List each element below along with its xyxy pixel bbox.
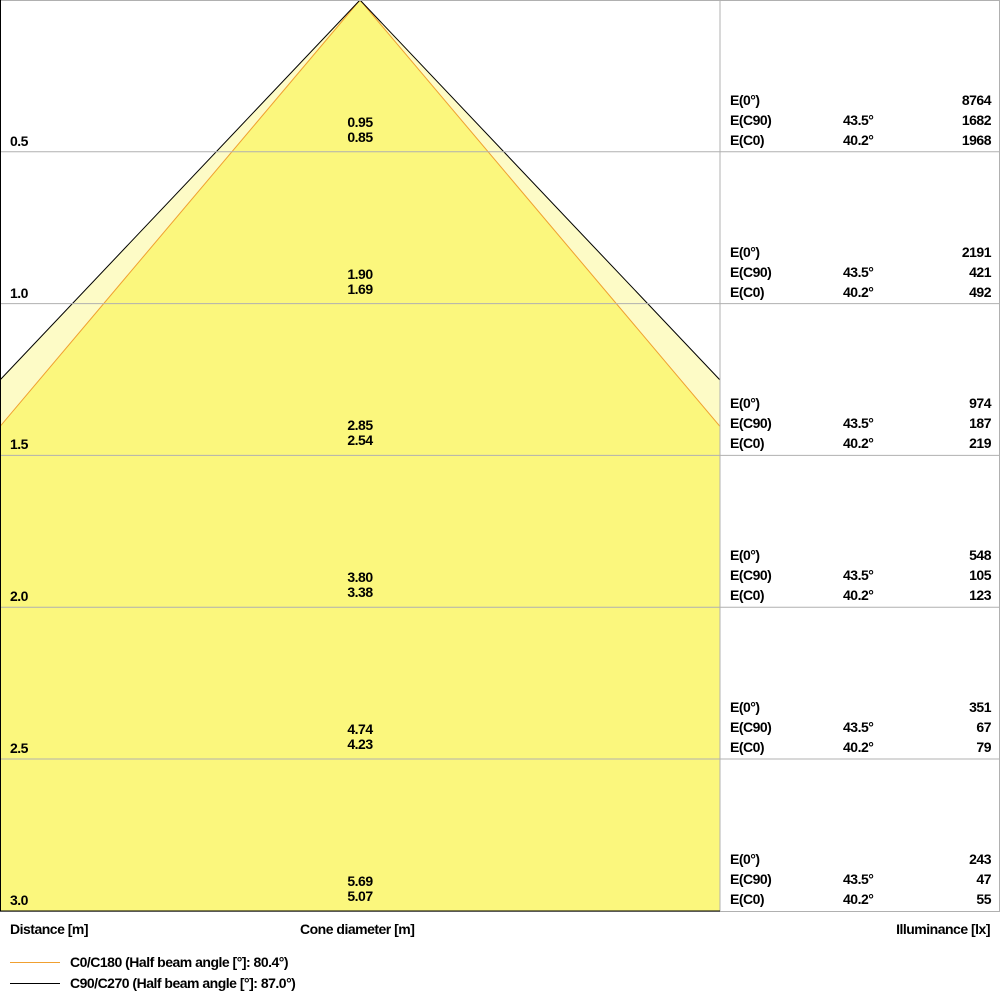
illuminance-c90: 67	[976, 719, 991, 735]
illuminance-e0: 8764	[961, 91, 992, 108]
ec90-label: E(C90)	[730, 567, 772, 584]
ec0-label: E(C0)	[730, 739, 765, 755]
angle-c90: 43.5°	[843, 567, 874, 584]
cone-diameter-c90: 1.90	[347, 265, 373, 282]
e0-label: E(0°)	[730, 395, 760, 412]
angle-c0: 40.2°	[843, 435, 874, 452]
legend-c90: C90/C270 (Half beam angle [°]: 87.0°)	[70, 975, 296, 991]
x-label-distance: Distance [m]	[10, 921, 89, 937]
e0-label: E(0°)	[730, 91, 760, 108]
angle-c0: 40.2°	[843, 283, 874, 300]
ec0-label: E(C0)	[730, 283, 765, 300]
cone-diameter-c90: 2.85	[347, 417, 373, 434]
cone-diameter-c0: 2.54	[347, 432, 373, 449]
illuminance-c0: 492	[969, 283, 991, 300]
cone-diameter-c90: 0.95	[347, 113, 373, 130]
illuminance-c0: 123	[969, 587, 991, 604]
ec0-label: E(C0)	[730, 131, 765, 148]
illuminance-e0: 243	[969, 850, 991, 867]
cone-diameter-c0: 3.38	[347, 584, 373, 601]
illuminance-c90: 1682	[961, 111, 992, 128]
x-label-illuminance: Illuminance [lx]	[896, 921, 990, 937]
ec90-label: E(C90)	[730, 719, 772, 735]
illuminance-e0: 548	[969, 547, 991, 564]
illuminance-c90: 187	[969, 415, 991, 432]
illuminance-c90: 105	[969, 567, 991, 584]
cone-diameter-c90: 5.69	[347, 872, 373, 889]
illuminance-c90: 47	[976, 870, 991, 887]
cone-diameter-c90: 4.74	[347, 721, 373, 737]
angle-c0: 40.2°	[843, 890, 874, 907]
legend-c0: C0/C180 (Half beam angle [°]: 80.4°)	[70, 954, 289, 970]
ec0-label: E(C0)	[730, 435, 765, 452]
cone-diameter-c0: 1.69	[347, 280, 373, 297]
e0-label: E(0°)	[730, 850, 760, 867]
angle-c90: 43.5°	[843, 870, 874, 887]
cone-diameter-c0: 0.85	[347, 128, 373, 145]
angle-c90: 43.5°	[843, 111, 874, 128]
illuminance-e0: 974	[969, 395, 991, 412]
legend-line-c0	[10, 962, 60, 963]
distance-label: 1.0	[10, 284, 28, 301]
illuminance-c0: 55	[976, 890, 991, 907]
distance-label: 3.0	[10, 891, 28, 908]
cone-diameter-c90: 3.80	[347, 569, 373, 586]
angle-c90: 43.5°	[843, 415, 874, 432]
illuminance-e0: 351	[969, 699, 991, 715]
legend-line-c90	[10, 983, 60, 984]
illuminance-c0: 79	[976, 739, 991, 755]
distance-label: 2.0	[10, 588, 28, 605]
ec90-label: E(C90)	[730, 111, 772, 128]
ec0-label: E(C0)	[730, 890, 765, 907]
e0-label: E(0°)	[730, 699, 760, 715]
ec90-label: E(C90)	[730, 263, 772, 280]
angle-c0: 40.2°	[843, 131, 874, 148]
cone-c0-line	[0, 0, 721, 427]
cone-c90-line	[0, 0, 721, 381]
cone-diameter-c0: 4.23	[347, 736, 373, 752]
illuminance-e0: 2191	[961, 243, 992, 260]
illuminance-c0: 219	[969, 435, 991, 452]
angle-c0: 40.2°	[843, 739, 874, 755]
e0-label: E(0°)	[730, 243, 760, 260]
distance-label: 0.5	[10, 132, 28, 149]
illuminance-c0: 1968	[961, 131, 992, 148]
angle-c90: 43.5°	[843, 263, 874, 280]
angle-c90: 43.5°	[843, 719, 874, 735]
ec0-label: E(C0)	[730, 587, 765, 604]
ec90-label: E(C90)	[730, 415, 772, 432]
x-label-cone-diameter: Cone diameter [m]	[300, 921, 415, 937]
angle-c0: 40.2°	[843, 587, 874, 604]
ec90-label: E(C90)	[730, 870, 772, 887]
distance-label: 1.5	[10, 436, 28, 453]
cone-diameter-c0: 5.07	[347, 887, 373, 904]
illuminance-c90: 421	[969, 263, 991, 280]
e0-label: E(0°)	[730, 547, 760, 564]
distance-label: 2.5	[10, 740, 28, 756]
